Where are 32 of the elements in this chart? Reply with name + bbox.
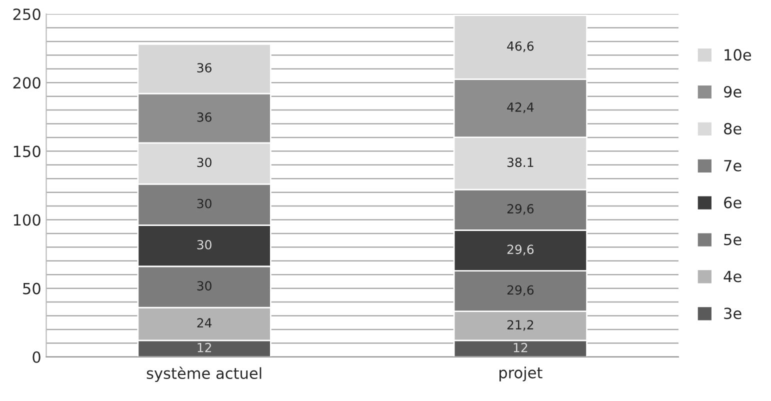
legend-label: 8e — [724, 122, 742, 134]
data-label: 46,6 — [507, 41, 534, 52]
y-tick-label: 50 — [23, 282, 40, 294]
legend-label: 6e — [724, 196, 742, 208]
data-label: 36 — [197, 112, 212, 122]
data-label: 42,4 — [507, 102, 534, 114]
legend-label: 9e — [724, 86, 742, 98]
data-label: 12 — [198, 342, 212, 352]
y-tick-label: 150 — [14, 146, 40, 158]
data-label: 38.1 — [507, 158, 534, 168]
y-tick-label: 200 — [13, 77, 40, 89]
y-tick-label: 0 — [32, 351, 40, 363]
data-label: 24 — [197, 318, 212, 328]
data-label: 12 — [514, 342, 528, 352]
data-label: 29,6 — [507, 204, 534, 215]
data-label: 21,2 — [507, 320, 534, 331]
data-label: 30 — [197, 281, 212, 291]
legend-label: 4e — [724, 270, 742, 282]
y-tick-label: 100 — [14, 214, 40, 226]
y-tick-label: 250 — [13, 8, 40, 20]
data-label: 30 — [197, 240, 212, 250]
data-label: 29,6 — [507, 244, 534, 256]
legend-label: 3e — [724, 308, 742, 320]
x-tick-label: projet — [500, 366, 542, 382]
data-label: 30 — [197, 198, 212, 208]
data-label: 36 — [197, 63, 212, 73]
legend-label: 10e — [724, 49, 752, 61]
legend-label: 5e — [724, 234, 742, 246]
data-label: 29,6 — [507, 285, 534, 296]
legend-label: 7e — [724, 160, 742, 172]
x-tick-label: système actuel — [146, 366, 262, 382]
data-label: 30 — [197, 158, 212, 168]
